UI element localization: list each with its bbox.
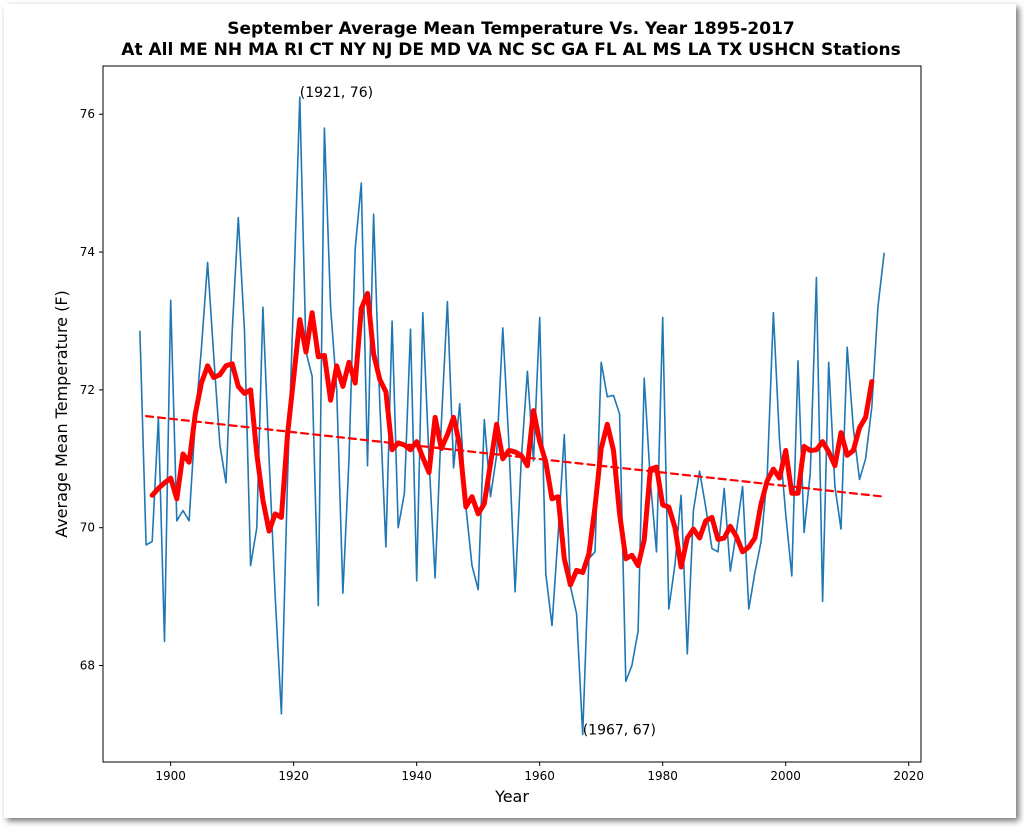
trend-line xyxy=(145,415,886,498)
smoothed-series-line xyxy=(149,290,875,588)
x-axis: 1900 1920 1940 1960 1980 2000 2020 xyxy=(155,762,924,783)
y-tick-label: 74 xyxy=(80,245,95,259)
chart-frame: September Average Mean Temperature Vs. Y… xyxy=(4,4,1016,818)
x-tick-label: 1920 xyxy=(278,769,309,783)
annotations: (1921, 76) (1967, 67) xyxy=(300,85,656,738)
y-axis: 68 70 72 74 76 xyxy=(80,107,103,673)
x-tick-label: 2000 xyxy=(770,769,801,783)
y-axis-label: Average Mean Temperature (F) xyxy=(52,290,71,538)
x-axis-label: Year xyxy=(494,787,529,806)
y-tick-label: 70 xyxy=(80,521,95,535)
y-tick-label: 76 xyxy=(80,107,95,121)
series-group xyxy=(139,96,886,736)
x-tick-label: 1980 xyxy=(647,769,678,783)
x-tick-label: 1900 xyxy=(155,769,186,783)
y-tick-label: 68 xyxy=(80,659,95,673)
x-tick-label: 1940 xyxy=(401,769,432,783)
annotation-label: (1921, 76) xyxy=(300,85,373,101)
y-tick-label: 72 xyxy=(80,383,95,397)
x-tick-label: 2020 xyxy=(893,769,924,783)
plot-area xyxy=(102,65,922,763)
chart-title-line2: At All ME NH MA RI CT NY NJ DE MD VA NC … xyxy=(121,40,900,60)
x-tick-label: 1960 xyxy=(524,769,555,783)
temperature-chart: September Average Mean Temperature Vs. Y… xyxy=(52,19,924,806)
chart-title-line1: September Average Mean Temperature Vs. Y… xyxy=(227,19,794,39)
annotation-label: (1967, 67) xyxy=(583,722,656,738)
annual-series-line xyxy=(139,96,885,736)
